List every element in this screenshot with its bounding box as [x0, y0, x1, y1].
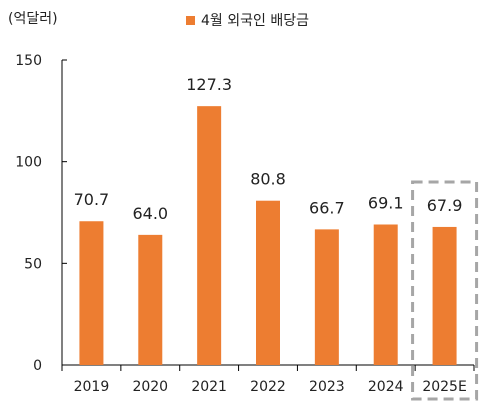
data-label-2024: 69.1	[368, 193, 404, 212]
y-axis-unit-label: (억달러)	[8, 11, 58, 27]
bar-2019	[79, 221, 104, 365]
y-tick-label: 0	[33, 358, 42, 374]
forecast-highlight-box	[411, 180, 479, 401]
x-tick-label-2021: 2021	[191, 379, 227, 395]
bar-2022	[256, 200, 280, 365]
bar-2024	[373, 224, 398, 365]
data-label-2021: 127.3	[186, 75, 232, 94]
x-tick-label-2020: 2020	[132, 379, 168, 395]
y-tick-label: 100	[15, 155, 42, 171]
data-label-2019: 70.7	[74, 190, 110, 209]
bar-2023	[314, 229, 339, 365]
y-tick-label: 150	[15, 53, 42, 69]
x-tick-label-2024: 2024	[368, 379, 404, 395]
y-tick-label: 50	[24, 256, 42, 272]
bar-2021	[197, 106, 222, 365]
data-label-2025E: 67.9	[427, 196, 463, 215]
legend-swatch	[186, 15, 195, 25]
x-tick-label-2019: 2019	[74, 379, 110, 395]
data-label-2022: 80.8	[250, 170, 286, 189]
legend: 4월 외국인 배당금	[186, 10, 309, 30]
bar-2025E	[432, 226, 457, 365]
x-tick-label-2022: 2022	[250, 379, 286, 395]
x-tick-label-2025E: 2025E	[422, 379, 466, 395]
legend-label: 4월 외국인 배당금	[201, 13, 309, 29]
data-label-2020: 64.0	[132, 204, 168, 223]
x-tick-label-2023: 2023	[309, 379, 345, 395]
data-label-2023: 66.7	[309, 198, 345, 217]
bar-2020	[138, 234, 163, 365]
